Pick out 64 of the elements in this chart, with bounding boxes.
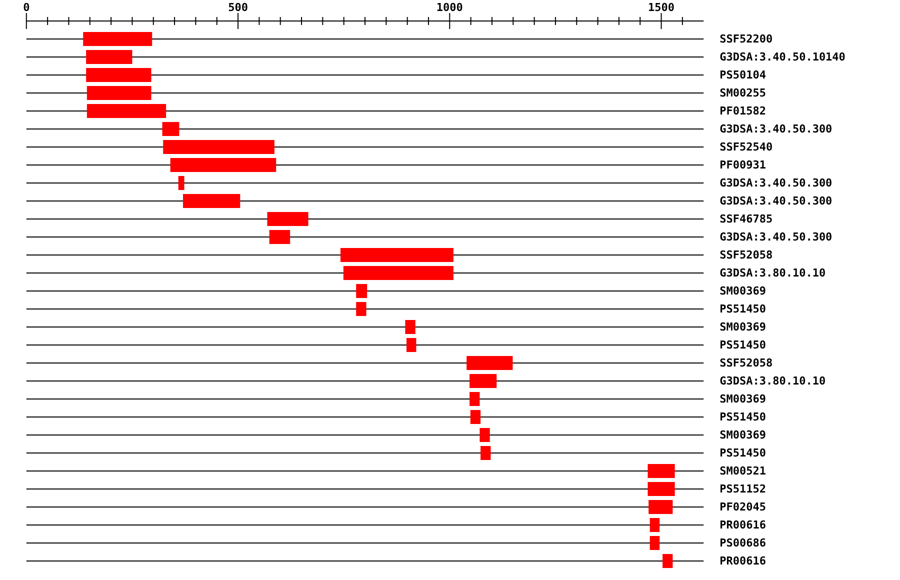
y-tick-label: SM00369 [720,284,766,298]
y-tick-label: G3DSA:3.40.50.300 [720,230,832,244]
bar [648,500,673,514]
y-tick-label: SSF52058 [720,356,773,370]
y-tick-label: SSF52058 [720,248,773,262]
y-tick-label: SM00255 [720,86,766,100]
bar [162,122,180,136]
y-tick-label: SM00521 [720,464,766,478]
bar [170,158,276,172]
y-tick-label: G3DSA:3.40.50.300 [720,176,832,190]
x-tick-label: 1500 [648,1,675,14]
y-tick-label: SM00369 [720,392,766,406]
bar [86,104,166,118]
bar [356,302,366,316]
y-tick-label: SSF52540 [720,140,773,154]
bar [406,338,416,352]
bar [86,50,132,64]
y-tick-label: PF00931 [720,158,766,172]
bar [470,410,481,424]
bar [183,194,240,208]
y-tick-label: SSF52200 [720,32,773,46]
bar [405,320,416,334]
bar [662,554,673,568]
bar [480,446,491,460]
bar [86,86,152,100]
bar [267,212,308,226]
y-tick-label: PS51450 [720,302,766,316]
x-tick-label: 1000 [436,1,463,14]
y-tick-label: PR00616 [720,518,766,532]
bar [343,266,454,280]
bar [178,176,184,190]
bar [269,230,290,244]
x-tick-label: 0 [23,1,30,14]
bar [650,518,660,532]
y-tick-label: SM00369 [720,320,766,334]
bar [480,428,490,442]
y-tick-label: PS51450 [720,410,766,424]
bar [650,536,660,550]
y-tick-label: PR00616 [720,554,766,568]
y-tick-label: PS50104 [720,68,766,82]
y-tick-label: PF01582 [720,104,766,118]
bar [340,248,454,262]
y-tick-label: PS51450 [720,338,766,352]
x-tick-label: 500 [228,1,248,14]
bar [86,68,152,82]
y-tick-label: SM00369 [720,428,766,442]
bar [83,32,152,46]
bar [648,482,675,496]
bar [470,392,480,406]
y-tick-label: G3DSA:3.40.50.300 [720,194,832,208]
bar [648,464,675,478]
y-tick-label: PS51152 [720,482,766,496]
y-tick-label: SSF46785 [720,212,773,226]
y-tick-label: G3DSA:3.80.10.10 [720,374,826,388]
y-tick-label: G3DSA:3.80.10.10 [720,266,826,280]
bar [163,140,274,154]
y-tick-label: G3DSA:3.40.50.300 [720,122,832,136]
y-tick-label: PF02045 [720,500,766,514]
y-tick-label: PS51450 [720,446,766,460]
bar [466,356,513,370]
bar [356,284,368,298]
y-tick-label: PS00686 [720,536,766,550]
bar [470,374,497,388]
y-tick-label: G3DSA:3.40.50.10140 [720,50,846,64]
